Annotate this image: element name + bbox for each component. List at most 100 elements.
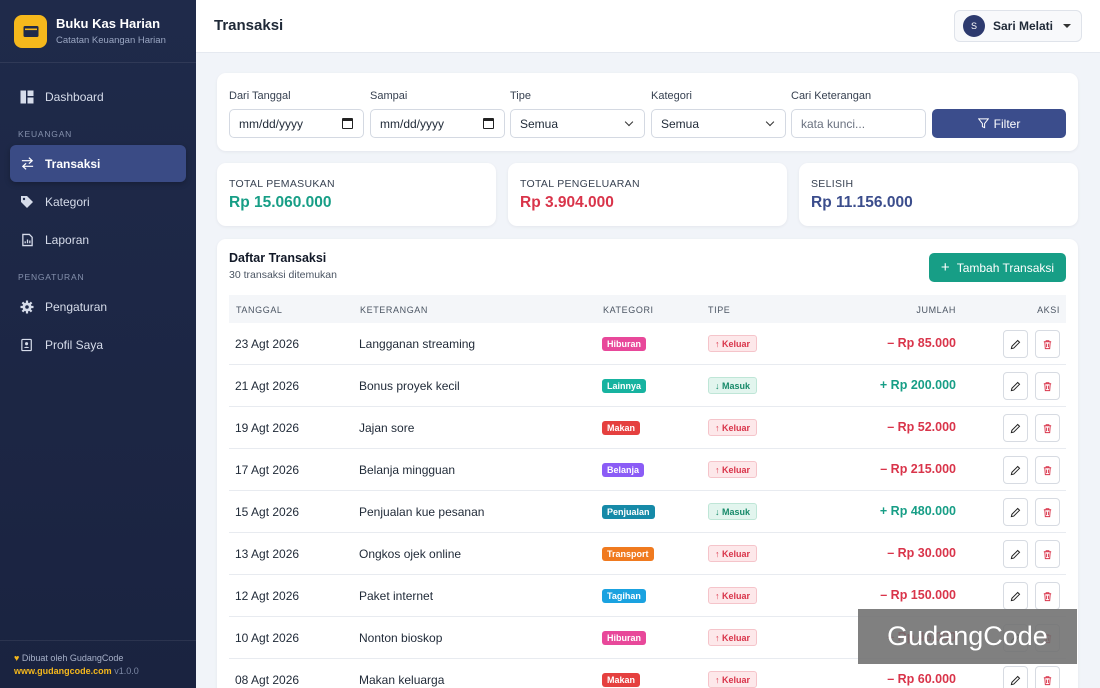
sidebar-item-dashboard[interactable]: Dashboard [10,78,186,115]
search-placeholder: kata kunci... [801,116,866,131]
transactions-card: Daftar Transaksi 30 transaksi ditemukan … [217,239,1078,688]
footer-site-link[interactable]: www.gudangcode.com [14,666,112,676]
from-date-label: Dari Tanggal [229,90,291,102]
footer-made-by: Dibuat oleh GudangCode [21,653,124,663]
delete-button[interactable] [1035,372,1060,400]
category-select[interactable]: Semua [651,109,786,138]
delete-button[interactable] [1035,582,1060,610]
row-amount: + Rp 200.000 [879,378,956,392]
trash-icon [1043,339,1052,349]
delete-button[interactable] [1035,540,1060,568]
sidebar-section-pengaturan: PENGATURAN [18,272,85,282]
table-count: 30 transaksi ditemukan [229,269,337,281]
pencil-icon [1010,507,1021,517]
heart-icon: ♥ [14,653,20,663]
add-transaction-label: Tambah Transaksi [956,260,1055,275]
diff-value: Rp 11.156.000 [811,194,913,211]
app-subtitle: Catatan Keuangan Harian [56,35,166,46]
row-amount: + Rp 480.000 [879,504,956,518]
pencil-icon [1010,381,1021,391]
calendar-icon[interactable] [342,118,353,129]
trash-icon [1043,591,1052,601]
sidebar-item-transaksi[interactable]: Transaksi [10,145,186,182]
category-badge: Belanja [602,463,645,477]
table-row: 19 Agt 2026 Jajan sore Makan ↑ Keluar – Rp 5… [229,407,1066,449]
pencil-icon [1010,591,1021,601]
trash-icon [1043,381,1052,391]
summary-expense-card: TOTAL PENGELUARAN Rp 3.904.000 [508,163,787,226]
category-badge: Makan [602,421,641,435]
edit-button[interactable] [1003,666,1028,688]
search-input[interactable]: kata kunci... [791,109,926,138]
app-name: Buku Kas Harian [56,16,161,31]
edit-button[interactable] [1003,498,1028,526]
row-date: 10 Agt 2026 [235,631,300,645]
edit-button[interactable] [1003,372,1028,400]
col-keterangan: KETERANGAN [360,305,429,315]
add-transaction-button[interactable]: + Tambah Transaksi [929,253,1066,282]
delete-button[interactable] [1035,330,1060,358]
row-description: Belanja mingguan [359,463,456,477]
type-badge: ↑ Keluar [708,671,758,688]
edit-button[interactable] [1003,540,1028,568]
type-badge: ↓ Masuk [708,377,758,394]
brand[interactable]: Buku Kas Harian Catatan Keuangan Harian [0,0,196,63]
row-description: Makan keluarga [359,673,445,687]
pencil-icon [1010,339,1021,349]
sidebar-item-kategori[interactable]: Kategori [10,183,186,220]
id-card-icon [19,337,35,353]
type-badge: ↑ Keluar [708,461,758,478]
table-row: 23 Agt 2026 Langganan streaming Hiburan ↑ K… [229,323,1066,365]
row-description: Nonton bioskop [359,631,443,645]
row-amount: – Rp 52.000 [887,420,956,434]
user-menu-button[interactable]: S Sari Melati [953,10,1082,42]
topbar: Transaksi S Sari Melati [196,0,1100,53]
delete-button[interactable] [1035,666,1060,688]
edit-button[interactable] [1003,330,1028,358]
chevron-down-icon [624,117,634,127]
sidebar-section-keuangan: KEUANGAN [18,129,73,139]
report-icon [19,232,35,248]
type-label: Tipe [510,90,531,102]
wallet-icon [14,14,47,48]
edit-button[interactable] [1003,456,1028,484]
type-badge: ↑ Keluar [708,545,758,562]
row-description: Jajan sore [359,421,415,435]
sidebar-nav: Dashboard KEUANGAN Transaksi Kategori La… [0,63,196,363]
to-date-input[interactable]: mm/dd/yyyy [370,109,505,138]
delete-button[interactable] [1035,414,1060,442]
table-row: 15 Agt 2026 Penjualan kue pesanan Penjuala… [229,491,1066,533]
row-date: 21 Agt 2026 [235,379,300,393]
type-badge: ↑ Keluar [708,335,758,352]
sidebar-item-label: Pengaturan [45,299,108,314]
trash-icon [1043,507,1052,517]
edit-button[interactable] [1003,582,1028,610]
sidebar-item-profil[interactable]: Profil Saya [10,326,186,363]
delete-button[interactable] [1035,498,1060,526]
category-badge: Lainnya [602,379,647,393]
filter-card: Dari Tanggal mm/dd/yyyy Sampai mm/dd/yyy… [217,73,1078,151]
sidebar-item-pengaturan[interactable]: Pengaturan [10,288,186,325]
arrows-exchange-icon [19,156,35,172]
summary-income-card: TOTAL PEMASUKAN Rp 15.060.000 [217,163,496,226]
edit-button[interactable] [1003,414,1028,442]
row-amount: – Rp 150.000 [880,588,956,602]
col-aksi: AKSI [1037,305,1060,315]
from-date-input[interactable]: mm/dd/yyyy [229,109,364,138]
avatar: S [962,15,985,37]
user-name: Sari Melati [992,19,1053,33]
gear-icon [19,299,35,315]
delete-button[interactable] [1035,456,1060,484]
trash-icon [1043,423,1052,433]
filter-button[interactable]: Filter [932,109,1066,138]
row-description: Penjualan kue pesanan [359,505,485,519]
table-row: 21 Agt 2026 Bonus proyek kecil Lainnya ↓ Ma… [229,365,1066,407]
summary-diff-card: SELISIH Rp 11.156.000 [799,163,1078,226]
row-description: Paket internet [359,589,434,603]
type-select[interactable]: Semua [510,109,645,138]
category-badge: Hiburan [602,337,647,351]
sidebar-item-laporan[interactable]: Laporan [10,221,186,258]
calendar-icon[interactable] [483,118,494,129]
row-amount: – Rp 215.000 [880,462,956,476]
type-badge: ↓ Masuk [708,503,758,520]
